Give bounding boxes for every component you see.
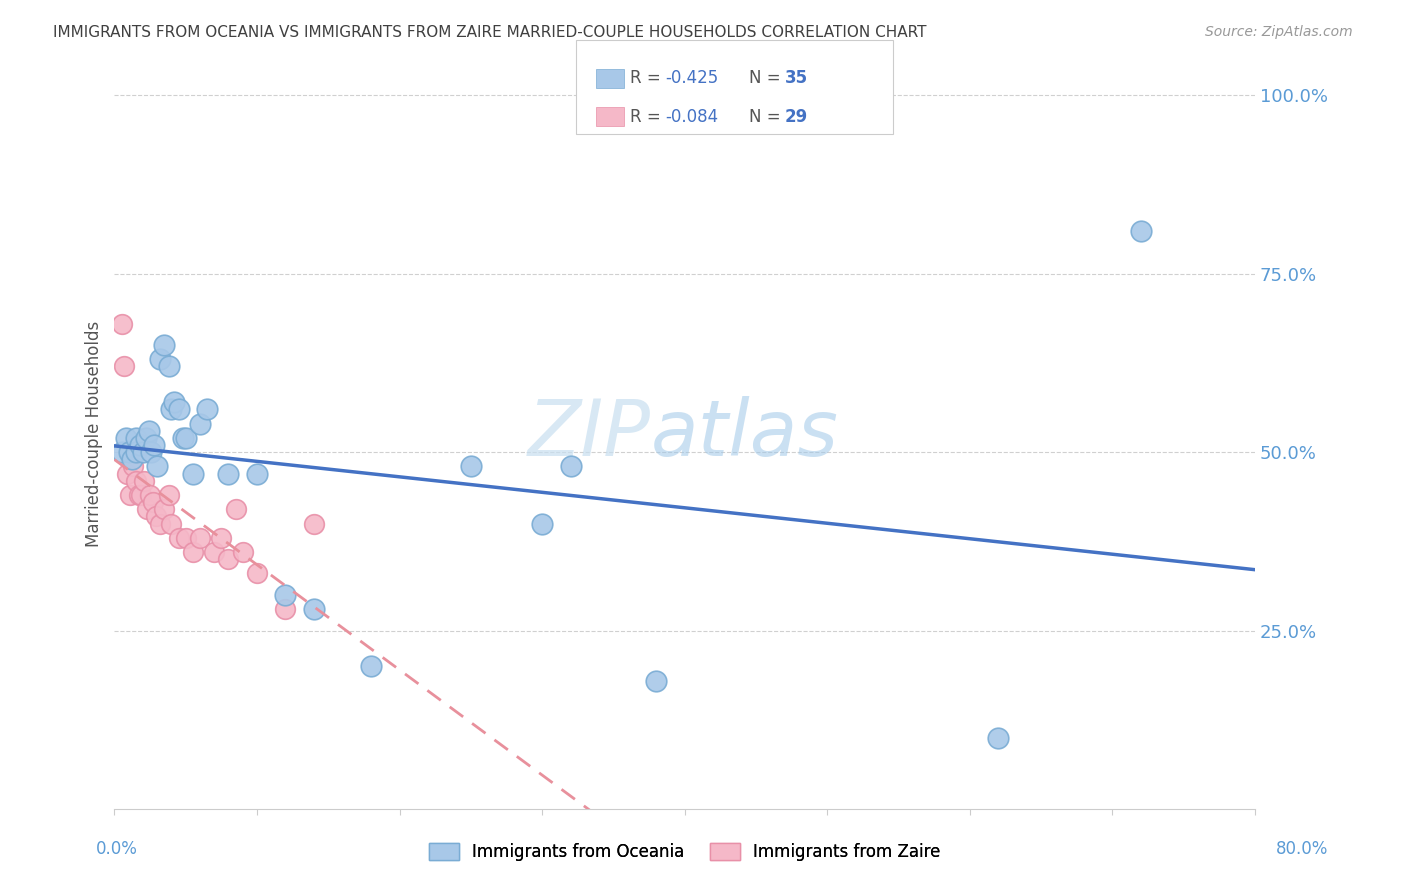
Point — [118, 445, 141, 459]
Point — [149, 516, 172, 531]
Point — [302, 602, 325, 616]
Point — [145, 509, 167, 524]
Point — [160, 402, 183, 417]
Text: -0.084: -0.084 — [665, 108, 718, 126]
Point — [232, 545, 254, 559]
Text: N =: N = — [749, 70, 786, 87]
Point — [139, 488, 162, 502]
Point — [160, 516, 183, 531]
Text: ZIP: ZIP — [527, 396, 651, 472]
Legend: Immigrants from Oceania, Immigrants from Zaire: Immigrants from Oceania, Immigrants from… — [422, 837, 948, 868]
Point — [157, 488, 180, 502]
Point — [153, 338, 176, 352]
Point — [135, 431, 157, 445]
Point — [110, 445, 132, 459]
Point — [122, 459, 145, 474]
Point — [274, 588, 297, 602]
Point — [188, 531, 211, 545]
Point — [112, 359, 135, 374]
Point — [125, 445, 148, 459]
Point — [217, 552, 239, 566]
Point — [128, 488, 150, 502]
Point — [645, 673, 668, 688]
Point — [115, 467, 138, 481]
Point — [134, 474, 156, 488]
Text: 35: 35 — [785, 70, 807, 87]
Point — [125, 431, 148, 445]
Point — [274, 602, 297, 616]
Point — [188, 417, 211, 431]
Point — [142, 495, 165, 509]
Point — [153, 502, 176, 516]
Text: Source: ZipAtlas.com: Source: ZipAtlas.com — [1205, 25, 1353, 39]
Text: atlas: atlas — [651, 396, 838, 472]
Point — [246, 566, 269, 581]
Point — [120, 488, 142, 502]
Text: 29: 29 — [785, 108, 808, 126]
Point — [114, 431, 136, 445]
Text: IMMIGRANTS FROM OCEANIA VS IMMIGRANTS FROM ZAIRE MARRIED-COUPLE HOUSEHOLDS CORRE: IMMIGRANTS FROM OCEANIA VS IMMIGRANTS FR… — [53, 25, 927, 40]
Text: R =: R = — [630, 70, 666, 87]
Point — [167, 531, 190, 545]
Point — [174, 531, 197, 545]
Point — [181, 545, 204, 559]
Point — [132, 445, 155, 459]
Point — [1129, 224, 1152, 238]
Point — [202, 545, 225, 559]
Point — [217, 467, 239, 481]
Point — [125, 474, 148, 488]
Point — [302, 516, 325, 531]
Point — [195, 402, 218, 417]
Point — [172, 431, 194, 445]
Point — [141, 445, 163, 459]
Text: 80.0%: 80.0% — [1277, 840, 1329, 858]
Point — [460, 459, 482, 474]
Point — [157, 359, 180, 374]
Point — [149, 352, 172, 367]
Point — [246, 467, 269, 481]
Point — [129, 438, 152, 452]
Point — [136, 502, 159, 516]
Text: -0.425: -0.425 — [665, 70, 718, 87]
Y-axis label: Married-couple Households: Married-couple Households — [86, 321, 103, 548]
Text: N =: N = — [749, 108, 786, 126]
Text: R =: R = — [630, 108, 666, 126]
Point — [531, 516, 554, 531]
Text: 0.0%: 0.0% — [96, 840, 138, 858]
Point — [121, 452, 143, 467]
Point — [163, 395, 186, 409]
Point — [146, 459, 169, 474]
Point — [560, 459, 582, 474]
Point — [181, 467, 204, 481]
Point — [143, 438, 166, 452]
Point — [987, 731, 1010, 745]
Point — [225, 502, 247, 516]
Point — [131, 488, 153, 502]
Point — [167, 402, 190, 417]
Point — [138, 424, 160, 438]
Point — [110, 317, 132, 331]
Point — [174, 431, 197, 445]
Point — [209, 531, 232, 545]
Point — [360, 659, 382, 673]
